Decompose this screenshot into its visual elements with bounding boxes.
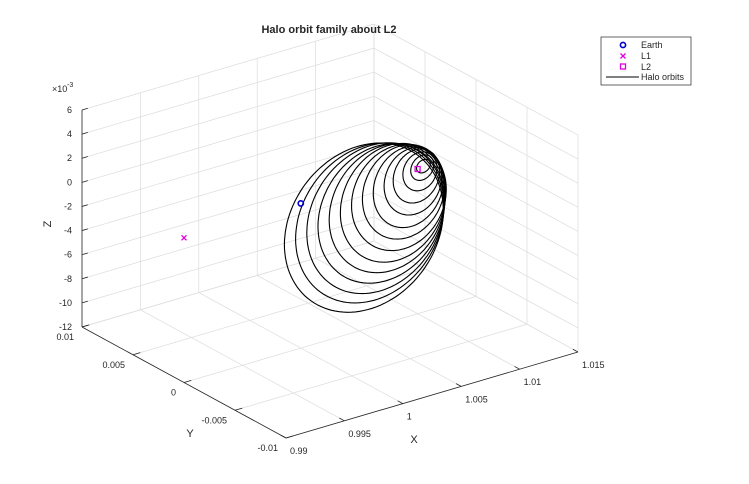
z-tick-label: -8: [64, 274, 72, 284]
chart-title: Halo orbit family about L2: [261, 24, 396, 36]
earth-marker-icon: [619, 41, 627, 49]
grid-right-z: [373, 47, 579, 160]
tick-labels: 0.99 0.995 1 1.005 1.01 1.015 -0.01 -0.005 0 0.00…: [56, 105, 604, 456]
z-tick-label: -4: [64, 226, 72, 236]
z-tick-mark: [81, 276, 88, 280]
y-tick-mark: [234, 407, 243, 411]
grid-back-z: [81, 120, 375, 207]
legend-item-l1: L1: [620, 51, 651, 61]
x-tick-label: 1: [407, 412, 412, 422]
legend-label-l1: L1: [641, 51, 651, 61]
halo-orbits: [283, 142, 447, 313]
x-tick-label: 0.99: [290, 446, 308, 456]
z-tick-mark: [81, 107, 88, 111]
z-tick-mark: [81, 132, 88, 135]
halo-orbit: [361, 144, 446, 240]
halo-orbit: [351, 143, 447, 252]
axes-box: [81, 107, 579, 439]
y-tick-label: -0.01: [257, 443, 278, 453]
x-axis-label: X: [410, 434, 418, 446]
y-tick-label: 0.01: [56, 332, 74, 342]
grid-back-z: [81, 144, 375, 231]
grid-right-z: [373, 240, 579, 353]
z-exponent-label: ×10 -3: [52, 82, 73, 94]
z-tick-label: 2: [67, 153, 72, 163]
x-tick-label: 0.995: [348, 429, 371, 439]
y-tick-mark: [132, 352, 141, 356]
grid-right-z: [373, 216, 579, 329]
x-tick-mark: [455, 383, 462, 387]
x-tick-mark: [514, 366, 520, 370]
x-tick-mark: [339, 417, 345, 422]
z-tick-mark: [81, 300, 88, 304]
z-tick-label: 4: [67, 129, 72, 139]
grid-back-z: [81, 216, 375, 304]
y-tick-mark: [183, 379, 192, 383]
l2-marker: [414, 165, 421, 173]
grid-right-z: [373, 71, 579, 184]
z-tick-label: -12: [59, 322, 72, 332]
halo-orbit: [295, 142, 445, 304]
legend-item-l2: L2: [619, 62, 651, 72]
halo-orbit: [339, 142, 447, 263]
z-tick-mark: [81, 252, 88, 256]
grid-right-z: [373, 192, 579, 305]
z-exponent-base: ×10: [52, 84, 67, 94]
l1-marker-icon: [620, 53, 626, 59]
x-tick-label: 1.015: [582, 360, 605, 370]
earth-marker: [297, 200, 305, 207]
grid-floor-y: [234, 323, 528, 411]
l2-marker-icon: [619, 63, 627, 70]
halo-orbit: [328, 143, 446, 274]
legend-label-halo-orbits: Halo orbits: [641, 72, 685, 82]
z-tick-mark: [81, 204, 88, 207]
grid-floor-y: [183, 296, 477, 383]
z-tick-mark: [81, 228, 88, 231]
x-tick-label: 1.01: [524, 377, 542, 387]
grid-back-z: [81, 95, 375, 183]
legend-item-earth: Earth: [619, 40, 663, 50]
legend-label-earth: Earth: [641, 40, 663, 50]
grid-right-z: [373, 120, 579, 232]
legend-label-l2: L2: [641, 62, 651, 72]
halo-orbit: [317, 143, 446, 284]
y-tick-mark: [285, 435, 294, 439]
z-axis-label: Z: [42, 220, 54, 227]
x-axis-line: [285, 351, 579, 439]
grid-back-z: [81, 47, 375, 135]
z-tick-label: 0: [67, 177, 72, 187]
y-axis-label: Y: [186, 428, 194, 440]
x-tick-mark: [397, 400, 403, 404]
z-tick-mark: [81, 324, 88, 328]
grid-right-z: [373, 96, 579, 208]
grid-back-z: [81, 71, 375, 159]
z-tick-mark: [81, 156, 88, 159]
z-tick-mark: [81, 180, 88, 183]
z-tick-label: -2: [64, 201, 72, 211]
y-tick-label: -0.005: [201, 415, 227, 425]
l1-marker: [181, 234, 187, 241]
y-tick-label: 0: [171, 388, 176, 398]
grid-right-z: [373, 144, 579, 256]
libration-points: [181, 165, 421, 241]
x-tick-mark: [572, 348, 579, 353]
halo-orbit: [306, 142, 445, 295]
legend-item-halo-orbits: Halo orbits: [606, 72, 685, 82]
grid-right-z: [373, 23, 579, 136]
z-tick-label: -10: [59, 298, 72, 308]
z-tick-label: 6: [67, 105, 72, 115]
x-tick-mark: [280, 434, 287, 439]
grid-back-z: [81, 192, 375, 280]
z-exponent-power: -3: [67, 82, 73, 89]
grid-back-z: [81, 23, 375, 111]
grid-back-z: [81, 168, 375, 256]
x-tick-label: 1.005: [465, 394, 488, 404]
y-tick-label: 0.005: [102, 360, 125, 370]
legend: Earth L1 L2 Halo orbits: [600, 36, 692, 86]
z-tick-label: -6: [64, 250, 72, 260]
halo-orbit: [283, 142, 444, 313]
grid-back-z: [81, 240, 375, 328]
